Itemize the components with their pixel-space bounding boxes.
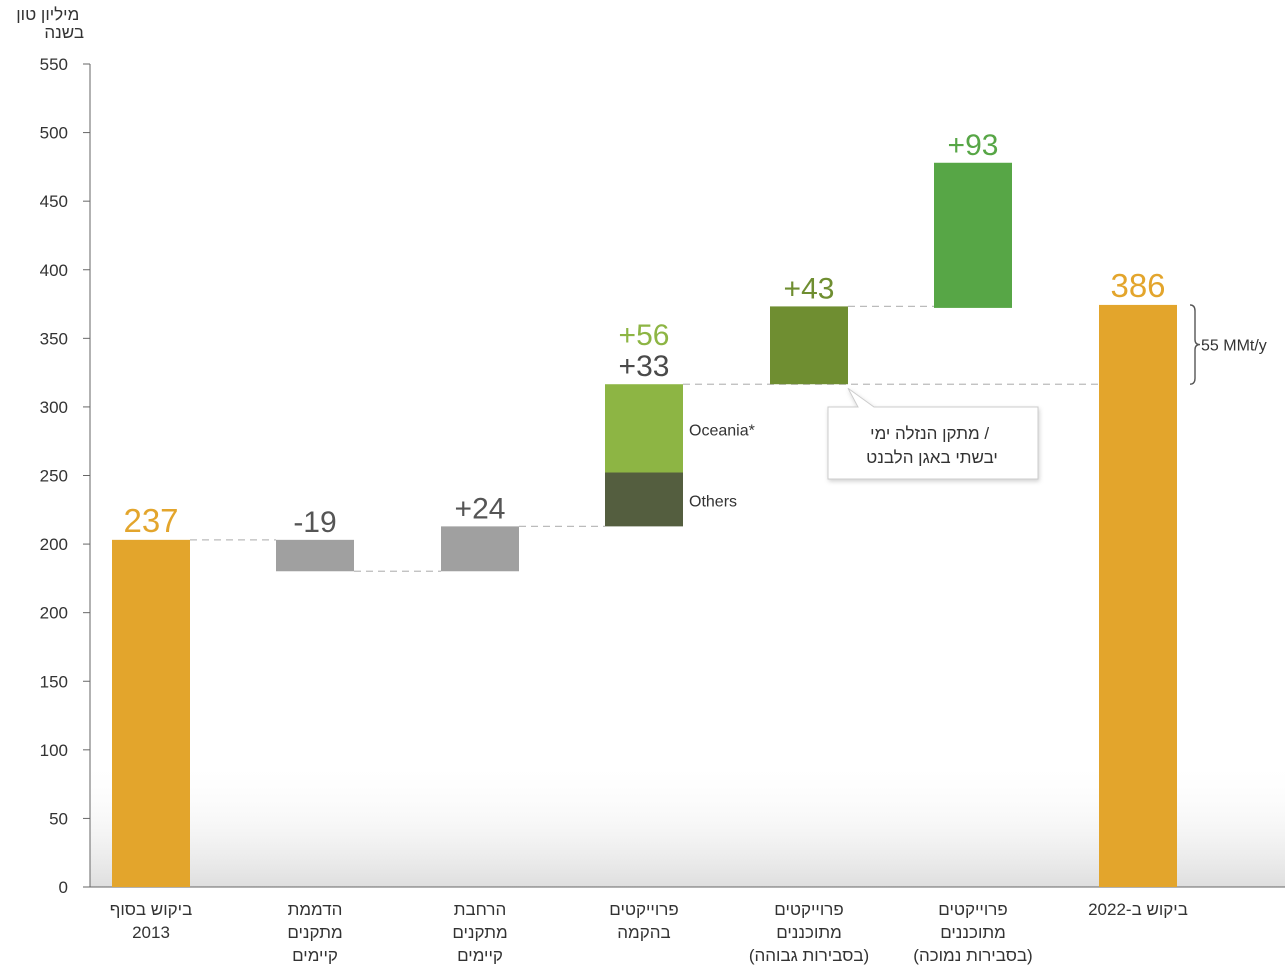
bars: [112, 162, 1177, 887]
category-label: ביקוש בסוף 2013: [110, 900, 193, 942]
category-label-line: קיימים: [292, 946, 338, 965]
category-label-line: מתקנים: [452, 923, 507, 942]
y-tick-label: 500: [40, 124, 68, 143]
category-label-line: מתוכננים: [776, 923, 842, 942]
category-label-line: (בסבירות גבוהה): [749, 946, 869, 965]
bar-segment: [605, 472, 683, 527]
value-label: +93: [948, 129, 999, 162]
y-axis-label-line-2: בשנה: [44, 23, 84, 42]
category-label-line: מתקנים: [287, 923, 342, 942]
category-label: הרחבת מתקנים קיימים: [452, 900, 507, 965]
y-tick-label: 350: [40, 329, 68, 348]
category-label-line: מתוכננים: [940, 923, 1006, 942]
bar: [276, 539, 354, 572]
y-tick-label: 150: [40, 672, 68, 691]
category-label: פרוייקטים מתוכננים (בסבירות נמוכה): [913, 900, 1032, 965]
value-labels: 237 -19 +24 Others Oceania* +33+56 +43 +93 386: [123, 129, 1165, 539]
bar: [112, 539, 190, 887]
y-tick-label: 200: [40, 604, 68, 623]
callout-box: [827, 387, 1039, 480]
y-tick-label: 50: [49, 809, 68, 828]
category-label-line: הרחבת: [454, 900, 506, 919]
value-label: +24: [455, 492, 506, 525]
category-label-line: ביקוש בסוף: [110, 900, 193, 919]
axes: 0 50 100 150 200 200 250 300 350 400 450 500 550: [40, 55, 1285, 897]
y-tick-label: 300: [40, 398, 68, 417]
callout-text: מתקן הנזלה ימי / יבשתי באגן הלבנט: [866, 424, 998, 467]
value-label: 386: [1110, 267, 1165, 304]
callout-line-1: מתקן הנזלה ימי /: [870, 424, 989, 443]
category-label-line: הדממת: [288, 900, 343, 919]
y-tick-label: 250: [40, 467, 68, 486]
y-tick-label: 200: [40, 535, 68, 554]
value-label: 237: [123, 502, 178, 539]
segment-label: Others: [689, 493, 737, 510]
connector-lines: [190, 305, 1099, 572]
bar: [441, 526, 519, 572]
category-labels: ביקוש בסוף 2013 הדממת מתקנים קיימים הרחבת מתקנ…: [110, 900, 1188, 965]
value-label: -19: [293, 506, 336, 539]
bracket-label: 55 MMt/y: [1201, 338, 1267, 355]
category-label-line: (בסבירות נמוכה): [913, 946, 1032, 965]
bar: [770, 306, 848, 385]
y-tick-label: 450: [40, 192, 68, 211]
category-label-line: בהקמה: [617, 923, 670, 942]
callout: מתקן הנזלה ימי / יבשתי באגן הלבנט: [827, 387, 1039, 480]
y-axis-label-line-1: מיליון טון: [16, 5, 79, 24]
category-label: פרוייקטים בהקמה: [609, 900, 678, 942]
y-tick-label: 100: [40, 741, 68, 760]
y-axis-label: מיליון טון בשנה: [16, 5, 84, 42]
value-label: +56: [619, 319, 670, 352]
category-label-line: 2013: [132, 923, 170, 942]
category-label: ביקוש ב-2022: [1088, 900, 1188, 919]
category-label-line: פרוייקטים: [774, 900, 843, 919]
y-tick-label: 0: [59, 878, 68, 897]
category-label-line: קיימים: [457, 946, 503, 965]
bar-segment: [605, 384, 683, 473]
bar: [1099, 304, 1177, 887]
callout-line-2: יבשתי באגן הלבנט: [866, 448, 998, 467]
category-label-line: פרוייקטים: [609, 900, 678, 919]
bar: [934, 162, 1012, 308]
segment-label: Oceania*: [689, 422, 755, 439]
category-label: פרוייקטים מתוכננים (בסבירות גבוהה): [749, 900, 869, 965]
y-tick-label: 400: [40, 261, 68, 280]
category-label: הדממת מתקנים קיימים: [287, 900, 342, 965]
bracket-shape: [1189, 304, 1201, 385]
y-tick-label: 550: [40, 55, 68, 74]
bracket-annotation: 55 MMt/y: [1189, 304, 1267, 385]
category-label-line: פרוייקטים: [938, 900, 1007, 919]
value-label: +33: [619, 350, 670, 383]
floor-shade: [90, 760, 1285, 887]
value-label: +43: [784, 272, 835, 305]
category-label-line: ביקוש ב-2022: [1088, 900, 1188, 919]
